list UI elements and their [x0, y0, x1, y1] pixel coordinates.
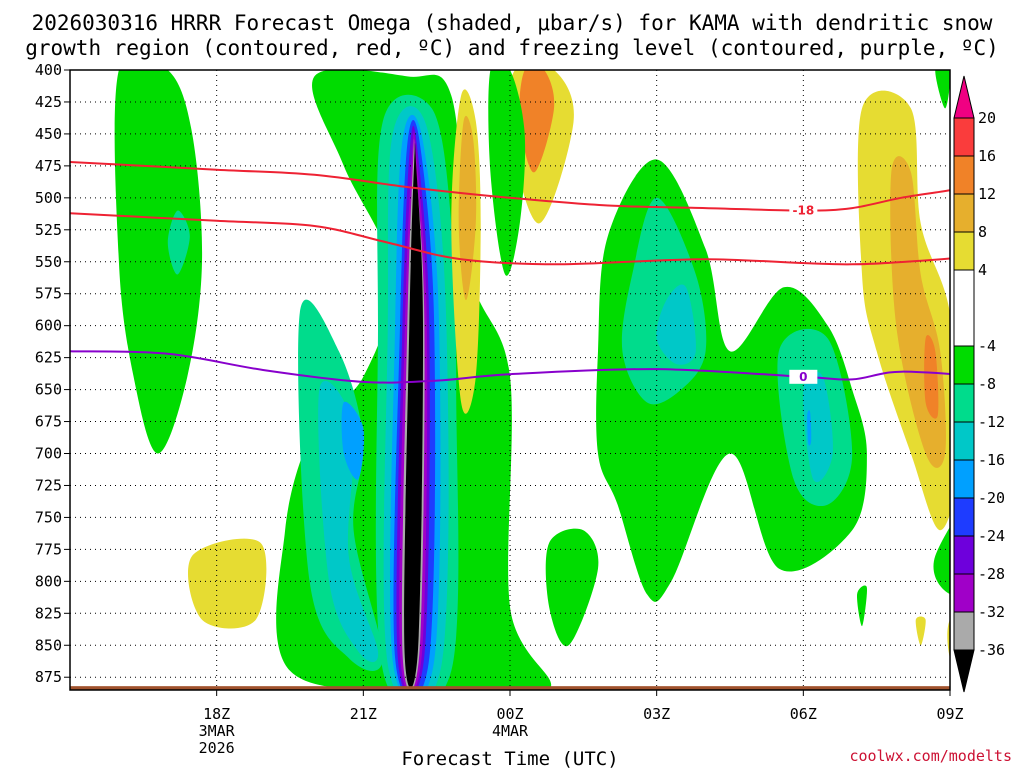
x-tick-label-03Z: 03Z: [643, 705, 670, 723]
omega-cell-1: [167, 210, 190, 275]
colorbar-bin-12-to-16: [953, 155, 975, 195]
y-tick-label-675: 675: [35, 413, 62, 431]
chart-title-line-2: growth region (contoured, red, ºC) and f…: [25, 36, 999, 60]
contour-freezing-level: [70, 350, 950, 384]
omega-cell-17: [519, 70, 555, 173]
omega-cell-29: [935, 70, 950, 109]
omega-cell-18: [488, 70, 526, 276]
omega-cell-4: [318, 380, 379, 663]
omega-cell-34: [933, 526, 950, 595]
colorbar-label--32: -32: [978, 603, 1005, 621]
y-tick-label-650: 650: [35, 381, 62, 399]
colorbar-bin--4-to-4: [953, 269, 975, 347]
y-tick-label-775: 775: [35, 540, 62, 558]
colorbar-bin--24-to--20: [953, 497, 975, 537]
y-tick-label-825: 825: [35, 604, 62, 622]
y-tick-label-750: 750: [35, 508, 62, 526]
x-tick-sub1-18Z: 3MAR: [199, 722, 236, 740]
colorbar-arrow-bottom: [953, 649, 975, 693]
omega-cell-30: [187, 538, 267, 629]
colorbar-label--16: -16: [978, 451, 1005, 469]
y-tick-label-575: 575: [35, 285, 62, 303]
omega-shading: [114, 70, 950, 690]
contour-label-dgz-upper: -18: [792, 204, 814, 218]
colorbar-bin--16-to--12: [953, 421, 975, 461]
y-tick-label-850: 850: [35, 636, 62, 654]
colorbar-label--12: -12: [978, 413, 1005, 431]
y-tick-label-525: 525: [35, 221, 62, 239]
chart-title-line-1: 2026030316 HRRR Forecast Omega (shaded, …: [32, 11, 993, 35]
terrain: [70, 686, 950, 690]
omega-cell-5: [341, 401, 365, 480]
x-tick-label-06Z: 06Z: [790, 705, 817, 723]
omega-cell-15: [458, 115, 477, 301]
colorbar-bin--20-to--16: [953, 459, 975, 499]
y-tick-label-400: 400: [35, 61, 62, 79]
colorbar-label--8: -8: [978, 375, 996, 393]
x-tick-label-18Z: 18Z: [203, 705, 230, 723]
colorbar-bin-8-to-12: [953, 193, 975, 233]
y-tick-label-700: 700: [35, 445, 62, 463]
colorbar-bin-16-to-20: [953, 117, 975, 157]
colorbar-bin--36-to--32: [953, 611, 975, 651]
colorbar-label--4: -4: [978, 337, 996, 355]
colorbar-arrow-top: [953, 75, 975, 119]
x-tick-label-09Z: 09Z: [936, 705, 963, 723]
omega-cell-21: [656, 284, 697, 365]
colorbar-label--24: -24: [978, 527, 1005, 545]
terrain-band: [70, 686, 950, 690]
x-tick-sub2-18Z: 2026: [199, 739, 235, 757]
contour-dgz-upper: [70, 161, 950, 212]
y-tick-label-550: 550: [35, 253, 62, 271]
colorbar-bin-4-to-8: [953, 231, 975, 271]
colorbar-label-12: 12: [978, 185, 996, 203]
contour-dgz-lower: [70, 212, 950, 266]
y-tick-label-425: 425: [35, 93, 62, 111]
contour-label-bg-freezing-level: [789, 369, 818, 384]
omega-cell-35: [856, 585, 868, 627]
colorbar-bin--32-to--28: [953, 573, 975, 613]
omega-cell-23: [803, 371, 833, 483]
colorbar-bin--8-to--4: [953, 345, 975, 385]
colorbar-label-20: 20: [978, 109, 996, 127]
y-tick-label-875: 875: [35, 668, 62, 686]
y-tick-label-600: 600: [35, 317, 62, 335]
y-tick-label-450: 450: [35, 125, 62, 143]
omega-cell-13: [404, 142, 424, 689]
colorbar-label-16: 16: [978, 147, 996, 165]
omega-cell-36: [915, 616, 926, 646]
colorbar-label--28: -28: [978, 565, 1005, 583]
omega-cell-27: [924, 335, 939, 419]
y-tick-label-800: 800: [35, 572, 62, 590]
x-tick-sub1-00Z: 4MAR: [492, 722, 529, 740]
y-tick-label-500: 500: [35, 189, 62, 207]
x-tick-label-21Z: 21Z: [350, 705, 377, 723]
colorbar-label-4: 4: [978, 261, 987, 279]
y-tick-label-725: 725: [35, 476, 62, 494]
omega-cell-31: [545, 528, 599, 647]
colorbar-label-8: 8: [978, 223, 987, 241]
contour-label-bg-dgz-upper: [789, 203, 818, 218]
x-tick-label-00Z: 00Z: [496, 705, 523, 723]
contours: -18 0: [70, 161, 950, 384]
y-tick-label-625: 625: [35, 349, 62, 367]
colorbar-label--36: -36: [978, 641, 1005, 659]
contour-label-freezing-level: 0: [799, 370, 807, 384]
credit-text: coolwx.com/modelts: [849, 747, 1012, 765]
y-axis: 400 425 450 475 500 525 550 575 600 625 650 675 700 7…: [35, 61, 70, 686]
colorbar-label--20: -20: [978, 489, 1005, 507]
colorbar-bin--12-to--8: [953, 383, 975, 423]
colorbar-bin--28-to--24: [953, 535, 975, 575]
x-axis-label: Forecast Time (UTC): [401, 748, 618, 768]
y-tick-label-475: 475: [35, 157, 62, 175]
omega-cell-24: [807, 410, 812, 446]
colorbar: 20 16 12 8 4 -4 -8 -12 -16 -20 -24 -28 -32 -36: [953, 75, 1005, 693]
